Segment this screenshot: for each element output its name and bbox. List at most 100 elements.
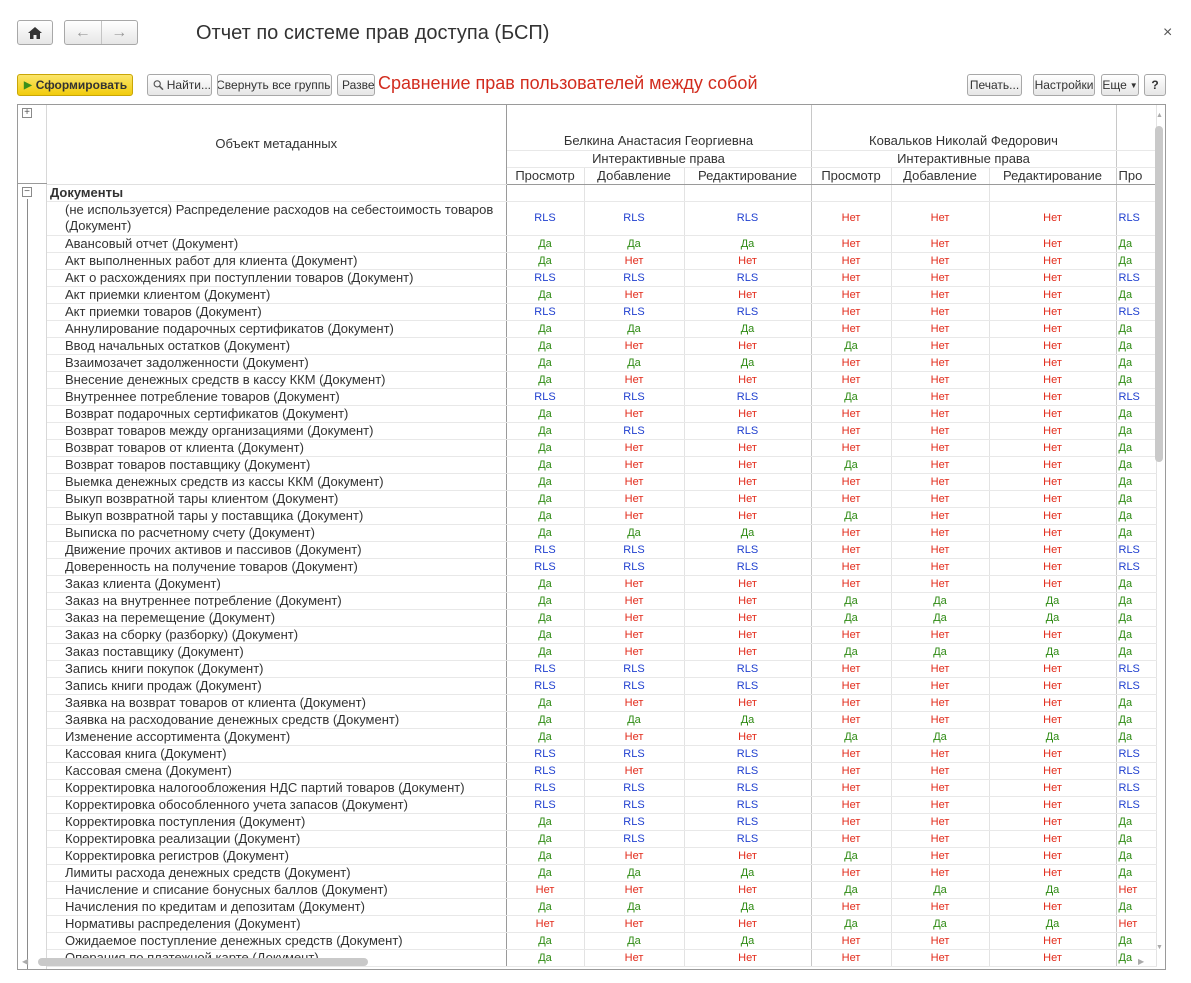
right-value-cell: RLS xyxy=(506,541,585,559)
table-row[interactable]: Выкуп возвратной тары у поставщика (Доку… xyxy=(47,507,1157,525)
horizontal-scrollbar[interactable]: ◀ ▶ xyxy=(18,955,1152,969)
collapse-all-groups-button[interactable]: Свернуть все группы xyxy=(217,74,332,96)
group-row[interactable]: Документы xyxy=(47,184,1157,202)
more-menu-button[interactable]: Еще ▼ xyxy=(1101,74,1139,96)
close-icon[interactable]: × xyxy=(1163,24,1173,41)
table-row[interactable]: Заказ на сборку (разборку) (Документ) Да Н… xyxy=(47,626,1157,644)
right-value-cell: Да xyxy=(811,507,892,525)
table-row[interactable]: Заявка на расходование денежных средств … xyxy=(47,711,1157,729)
metadata-object-cell: Корректировка налогообложения НДС партий… xyxy=(47,779,507,797)
table-row[interactable]: (не используется) Распределение расходов… xyxy=(47,201,1157,236)
forward-arrow-icon[interactable]: → xyxy=(100,21,138,44)
table-row[interactable]: Возврат товаров поставщику (Документ) Да Н… xyxy=(47,456,1157,474)
table-row[interactable]: Акт о расхождениях при поступлении товар… xyxy=(47,269,1157,287)
right-value-cell: Да xyxy=(506,286,585,304)
table-row[interactable]: Выемка денежных средств из кассы ККМ (До… xyxy=(47,473,1157,491)
metadata-object-cell: Взаимозачет задолженности (Документ) xyxy=(47,354,507,372)
right-value-cell: Нет xyxy=(989,575,1117,593)
table-row[interactable]: Корректировка поступления (Документ) Да RL… xyxy=(47,813,1157,831)
table-row[interactable]: Возврат подарочных сертификатов (Докумен… xyxy=(47,405,1157,423)
right-value-cell: Нет xyxy=(811,694,892,712)
right-value-cell: Нет xyxy=(811,575,892,593)
right-value-cell: Да xyxy=(1116,711,1157,729)
print-button[interactable]: Печать... xyxy=(967,74,1022,96)
vertical-scroll-thumb[interactable] xyxy=(1155,126,1163,462)
right-value-cell: Нет xyxy=(811,949,892,967)
table-row[interactable]: Возврат товаров от клиента (Документ) Да Н… xyxy=(47,439,1157,457)
table-row[interactable]: Заказ на внутреннее потребление (Докумен… xyxy=(47,592,1157,610)
scroll-down-icon[interactable]: ▼ xyxy=(1156,944,1163,951)
help-button[interactable]: ? xyxy=(1144,74,1166,96)
right-value-cell: Да xyxy=(1116,456,1157,474)
expand-all-groups-button[interactable]: Разве xyxy=(337,74,375,96)
settings-button[interactable]: Настройки xyxy=(1033,74,1095,96)
right-value-cell: Нет xyxy=(811,320,892,338)
table-row[interactable]: Заказ на перемещение (Документ) Да Нет Нет Д… xyxy=(47,609,1157,627)
table-row[interactable]: Запись книги покупок (Документ) RLS RLS RLS… xyxy=(47,660,1157,678)
table-row[interactable]: Внутреннее потребление товаров (Документ… xyxy=(47,388,1157,406)
table-row[interactable]: Начисление и списание бонусных баллов (Д… xyxy=(47,881,1157,899)
table-row[interactable]: Акт приемки клиентом (Документ) Да Нет Нет Н… xyxy=(47,286,1157,304)
find-button[interactable]: Найти... xyxy=(147,74,212,96)
table-row[interactable]: Заявка на возврат товаров от клиента (До… xyxy=(47,694,1157,712)
expand-all-icon[interactable]: + xyxy=(22,108,32,118)
horizontal-scroll-thumb[interactable] xyxy=(38,958,368,966)
table-row[interactable]: Ожидаемое поступление денежных средств (… xyxy=(47,932,1157,950)
table-row[interactable]: Заказ поставщику (Документ) Да Нет Нет Да Да Д… xyxy=(47,643,1157,661)
right-value-cell: Нет xyxy=(989,711,1117,729)
table-row[interactable]: Начисления по кредитам и депозитам (Доку… xyxy=(47,898,1157,916)
table-row[interactable]: Корректировка обособленного учета запасо… xyxy=(47,796,1157,814)
table-row[interactable]: Операция по платежной карте (Документ) Да… xyxy=(47,949,1157,967)
table-row[interactable]: Ввод начальных остатков (Документ) Да Нет Н… xyxy=(47,337,1157,355)
right-value-cell: Нет xyxy=(584,473,685,491)
right-value-cell: Нет xyxy=(891,694,990,712)
table-row[interactable]: Кассовая книга (Документ) RLS RLS RLS Нет Нет… xyxy=(47,745,1157,763)
table-row[interactable]: Заказ клиента (Документ) Да Нет Нет Нет Нет Не… xyxy=(47,575,1157,593)
generate-label: Сформировать xyxy=(35,78,128,92)
right-value-cell: Да xyxy=(891,643,990,661)
metadata-object-cell: Ввод начальных остатков (Документ) xyxy=(47,337,507,355)
column-header: Просмотр xyxy=(506,167,585,185)
table-row[interactable]: Выкуп возвратной тары клиентом (Документ… xyxy=(47,490,1157,508)
table-row[interactable]: Внесение денежных средств в кассу ККМ (Д… xyxy=(47,371,1157,389)
table-row[interactable]: Авансовый отчет (Документ) Да Да Да Нет Нет Не… xyxy=(47,235,1157,253)
metadata-object-cell: Внутреннее потребление товаров (Документ… xyxy=(47,388,507,406)
right-value-cell: Да xyxy=(989,728,1117,746)
right-value-cell: Нет xyxy=(989,694,1117,712)
right-value-cell: Да xyxy=(506,575,585,593)
table-row[interactable]: Корректировка реализации (Документ) Да RLS… xyxy=(47,830,1157,848)
right-value-cell: Да xyxy=(1116,813,1157,831)
right-value-cell: Нет xyxy=(891,711,990,729)
table-row[interactable]: Аннулирование подарочных сертификатов (Д… xyxy=(47,320,1157,338)
report-grid[interactable]: + − Объект метаданных Белкина Анастасия … xyxy=(17,104,1166,970)
right-value-cell: Да xyxy=(684,235,812,253)
right-value-cell: Да xyxy=(506,320,585,338)
table-row[interactable]: Корректировка налогообложения НДС партий… xyxy=(47,779,1157,797)
generate-button[interactable]: ▶ Сформировать xyxy=(17,74,133,96)
right-value-cell: Нет xyxy=(684,847,812,865)
table-row[interactable]: Изменение ассортимента (Документ) Да Нет Не… xyxy=(47,728,1157,746)
table-row[interactable]: Доверенность на получение товаров (Докум… xyxy=(47,558,1157,576)
table-row[interactable]: Запись книги продаж (Документ) RLS RLS RLS Н… xyxy=(47,677,1157,695)
table-row[interactable]: Выписка по расчетному счету (Документ) Да… xyxy=(47,524,1157,542)
collapse-group-icon[interactable]: − xyxy=(22,187,32,197)
scroll-right-icon[interactable]: ▶ xyxy=(1138,957,1145,966)
table-row[interactable]: Акт приемки товаров (Документ) RLS RLS RLS Н… xyxy=(47,303,1157,321)
right-value-cell: Нет xyxy=(684,286,812,304)
table-row[interactable]: Взаимозачет задолженности (Документ) Да Да… xyxy=(47,354,1157,372)
table-row[interactable]: Кассовая смена (Документ) RLS Нет RLS Нет Нет… xyxy=(47,762,1157,780)
vertical-scrollbar[interactable]: ▲ ▼ xyxy=(1152,112,1165,954)
home-button[interactable] xyxy=(17,20,53,45)
table-row[interactable]: Корректировка регистров (Документ) Да Нет Н… xyxy=(47,847,1157,865)
table-row[interactable]: Возврат товаров между организациями (Док… xyxy=(47,422,1157,440)
scroll-up-icon[interactable]: ▲ xyxy=(1156,112,1163,119)
right-value-cell: RLS xyxy=(684,660,812,678)
table-row[interactable]: Лимиты расхода денежных средств (Докумен… xyxy=(47,864,1157,882)
table-row[interactable]: Движение прочих активов и пассивов (Доку… xyxy=(47,541,1157,559)
scroll-left-icon[interactable]: ◀ xyxy=(22,957,29,966)
right-value-cell: Нет xyxy=(891,371,990,389)
table-row[interactable]: Нормативы распределения (Документ) Нет Нет… xyxy=(47,915,1157,933)
table-row[interactable]: Акт выполненных работ для клиента (Докум… xyxy=(47,252,1157,270)
right-value-cell: Нет xyxy=(891,524,990,542)
back-arrow-icon[interactable]: ← xyxy=(74,23,91,41)
